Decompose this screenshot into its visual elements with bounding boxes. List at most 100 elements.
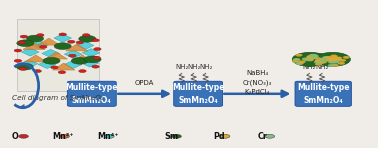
Circle shape (302, 58, 309, 60)
Circle shape (18, 41, 25, 44)
Circle shape (293, 58, 301, 61)
Circle shape (314, 57, 322, 60)
Text: OPDA: OPDA (135, 80, 154, 86)
Circle shape (79, 70, 86, 73)
Text: NH₂: NH₂ (187, 64, 200, 70)
Polygon shape (81, 59, 99, 67)
Circle shape (17, 40, 34, 47)
Polygon shape (76, 41, 94, 50)
Text: Cell diagram of SmMn₂O₃: Cell diagram of SmMn₂O₃ (12, 95, 104, 100)
Circle shape (37, 34, 44, 37)
Text: K₂PdCl₄: K₂PdCl₄ (245, 89, 270, 95)
Text: NH₂: NH₂ (315, 64, 329, 70)
Circle shape (265, 134, 275, 138)
Circle shape (306, 55, 313, 58)
Circle shape (307, 58, 314, 61)
Polygon shape (71, 55, 94, 62)
Circle shape (315, 63, 322, 66)
Polygon shape (64, 50, 82, 58)
Circle shape (305, 58, 313, 60)
Circle shape (339, 59, 346, 62)
Circle shape (333, 59, 340, 62)
FancyBboxPatch shape (174, 81, 223, 106)
Text: Mullite-type
SmMn₂O₄: Mullite-type SmMn₂O₄ (172, 83, 225, 104)
Circle shape (58, 71, 66, 74)
Circle shape (51, 66, 58, 69)
Text: Mullite-type
SmMn₂O₄: Mullite-type SmMn₂O₄ (297, 83, 349, 104)
Circle shape (335, 57, 342, 59)
Circle shape (292, 60, 299, 63)
Circle shape (315, 60, 322, 63)
Text: NH₂: NH₂ (175, 64, 188, 70)
Circle shape (309, 57, 316, 59)
Circle shape (292, 52, 328, 66)
Circle shape (172, 134, 181, 138)
Circle shape (332, 64, 339, 67)
Circle shape (311, 56, 318, 58)
Circle shape (20, 35, 28, 38)
Circle shape (299, 60, 306, 63)
Circle shape (332, 56, 339, 59)
Circle shape (297, 62, 304, 65)
Circle shape (312, 55, 319, 58)
Circle shape (343, 56, 350, 59)
Circle shape (303, 58, 310, 61)
Circle shape (69, 54, 76, 57)
Circle shape (322, 57, 330, 59)
Circle shape (332, 61, 339, 64)
Circle shape (306, 58, 313, 61)
Text: Mullite-type
SmMn₂O₄: Mullite-type SmMn₂O₄ (65, 83, 118, 104)
Text: Sm: Sm (164, 132, 179, 141)
Circle shape (14, 59, 22, 62)
Circle shape (220, 134, 230, 138)
Text: Pd: Pd (213, 132, 225, 141)
Circle shape (321, 59, 328, 62)
Circle shape (40, 45, 47, 48)
Circle shape (307, 58, 314, 61)
Circle shape (60, 134, 70, 138)
Circle shape (314, 52, 350, 66)
Circle shape (92, 65, 99, 68)
Circle shape (104, 134, 114, 138)
Circle shape (34, 70, 42, 73)
Circle shape (328, 64, 335, 67)
Text: NH₂: NH₂ (199, 64, 212, 70)
Polygon shape (82, 49, 100, 57)
Circle shape (14, 49, 22, 52)
Polygon shape (38, 60, 56, 69)
Text: NH₂: NH₂ (303, 64, 316, 70)
Circle shape (322, 56, 329, 59)
Text: Cr(NO₃)₃: Cr(NO₃)₃ (243, 79, 272, 86)
Polygon shape (38, 38, 60, 45)
Circle shape (304, 58, 311, 61)
Circle shape (330, 58, 337, 61)
Circle shape (329, 58, 336, 61)
FancyBboxPatch shape (295, 81, 352, 106)
Circle shape (79, 35, 96, 42)
FancyBboxPatch shape (17, 19, 99, 91)
Polygon shape (66, 44, 88, 51)
Circle shape (54, 43, 71, 50)
Circle shape (333, 58, 341, 61)
Circle shape (319, 58, 327, 61)
Circle shape (314, 59, 322, 62)
Circle shape (307, 56, 314, 59)
Circle shape (93, 56, 101, 59)
Circle shape (322, 59, 330, 62)
FancyBboxPatch shape (67, 81, 116, 106)
Circle shape (43, 57, 60, 64)
Circle shape (338, 62, 345, 65)
Text: Cr: Cr (258, 132, 268, 141)
Circle shape (19, 134, 28, 138)
Circle shape (59, 33, 67, 36)
Circle shape (328, 61, 335, 64)
Circle shape (310, 54, 318, 57)
Text: Mn³⁺: Mn³⁺ (53, 132, 74, 141)
Text: O: O (12, 132, 18, 141)
Text: Mn⁴⁺: Mn⁴⁺ (98, 132, 119, 141)
Circle shape (320, 61, 327, 64)
Circle shape (16, 63, 33, 70)
Polygon shape (21, 48, 39, 56)
Circle shape (335, 57, 342, 60)
Polygon shape (23, 42, 45, 50)
